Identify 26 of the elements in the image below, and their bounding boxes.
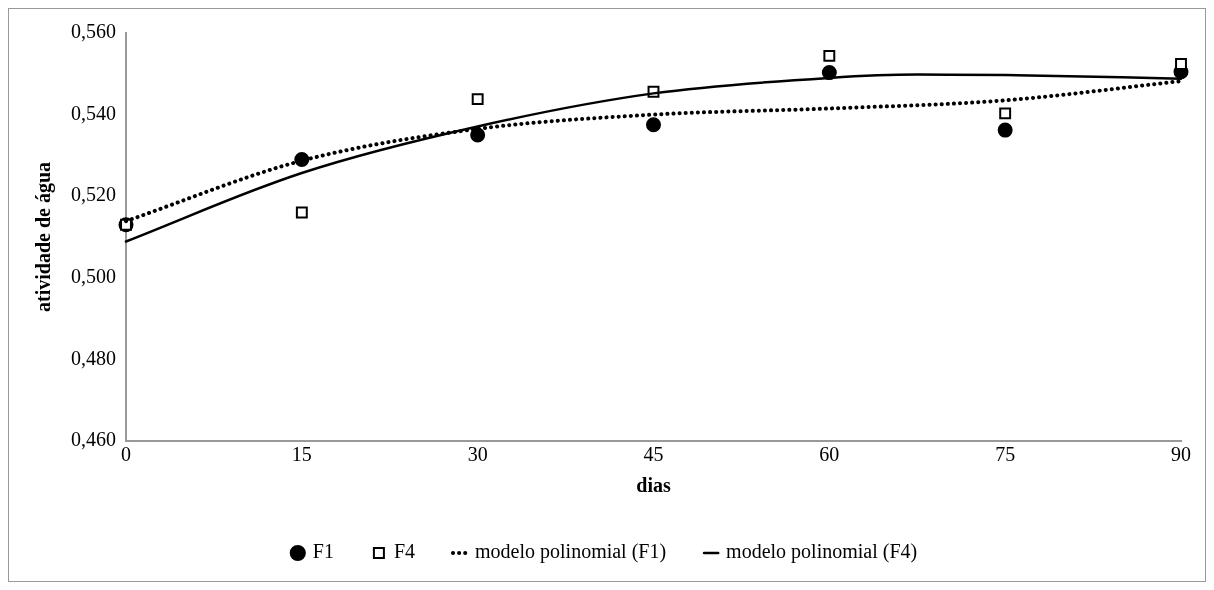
point [646,117,661,133]
x-tick-label: 75 [995,443,1016,466]
y-tick-label: 0,540 [71,101,116,124]
y-tick-label: 0,500 [71,265,116,288]
y-tick-label: 0,560 [71,20,116,43]
point [470,127,486,143]
x-tick-label: 15 [291,443,312,466]
y-tick-label: 0,460 [71,428,116,451]
point [999,107,1012,120]
x-tick-label: 0 [121,443,131,466]
point [823,49,836,62]
legend-label: modelo polinomial (F1) [475,540,667,564]
x-tick-label: 30 [467,443,488,466]
y-tick-label: 0,520 [71,183,116,206]
y-tick-label: 0,480 [71,346,116,369]
y-axis-title: atividade de água [32,161,56,313]
x-tick-label: 90 [1171,443,1191,466]
x-axis-title: dias [636,474,671,497]
legend-label: F4 [393,540,416,563]
legend-label: F1 [312,540,334,563]
legend-label: modelo polinomial (F4) [726,540,918,564]
point [471,93,484,106]
x-tick-label: 45 [643,443,664,466]
x-tick-label: 60 [819,443,840,466]
point [295,206,308,219]
point [997,122,1013,138]
